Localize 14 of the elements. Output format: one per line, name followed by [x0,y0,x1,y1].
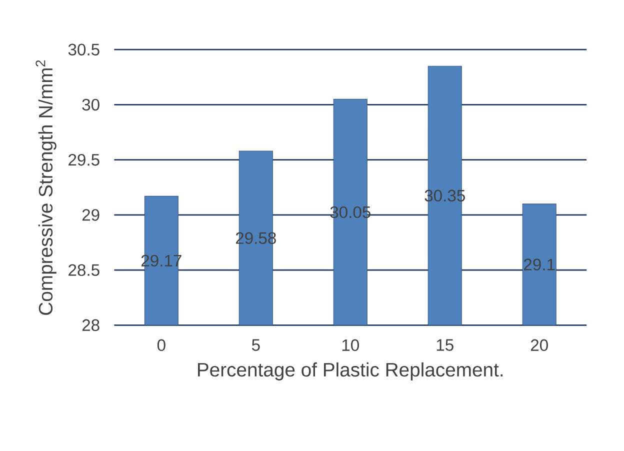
x-tick-label: 15 [436,339,454,351]
data-label: 29.1 [524,258,555,270]
y-tick-label: 28 [82,319,100,331]
x-tick-label: 0 [157,339,166,351]
x-tick-label: 10 [342,339,359,351]
x-tick-label: 20 [530,339,548,351]
y-tick-label: 30.5 [68,44,100,56]
y-tick-label: 29.5 [68,154,100,166]
y-tick-label: 30 [82,98,100,111]
x-tick-label: 5 [252,339,260,351]
y-tick-label: 28.5 [68,264,100,276]
x-axis-title: Percentage of Plastic Replacement. [198,362,503,380]
y-tick-label: 29 [82,208,100,221]
y-axis-title: Compressive Strength N/mm$^{2}$ [36,60,56,315]
